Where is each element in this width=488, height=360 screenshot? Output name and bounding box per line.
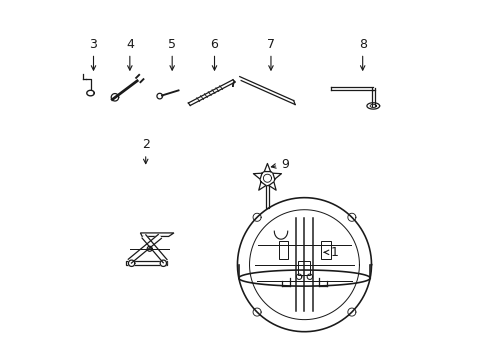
Polygon shape	[147, 246, 152, 251]
Polygon shape	[258, 182, 265, 190]
Polygon shape	[128, 235, 161, 263]
Polygon shape	[140, 233, 174, 237]
Text: 5: 5	[168, 38, 176, 70]
Text: 1: 1	[324, 246, 338, 259]
Text: 4: 4	[125, 38, 134, 70]
Polygon shape	[253, 213, 261, 221]
Polygon shape	[279, 240, 288, 259]
Polygon shape	[260, 171, 274, 186]
Text: 2: 2	[142, 138, 149, 164]
Polygon shape	[264, 163, 270, 172]
Polygon shape	[142, 235, 167, 263]
FancyBboxPatch shape	[126, 261, 166, 265]
Polygon shape	[253, 308, 261, 316]
Text: 7: 7	[266, 38, 274, 70]
Polygon shape	[160, 260, 166, 266]
Text: 8: 8	[358, 38, 366, 70]
Polygon shape	[128, 260, 135, 266]
Polygon shape	[297, 261, 309, 275]
Polygon shape	[321, 240, 330, 259]
Polygon shape	[366, 103, 379, 109]
Text: 3: 3	[89, 38, 97, 70]
Text: 6: 6	[210, 38, 218, 70]
Polygon shape	[347, 308, 355, 316]
Text: 9: 9	[271, 158, 288, 171]
Polygon shape	[253, 173, 262, 179]
Polygon shape	[272, 173, 281, 179]
Polygon shape	[347, 213, 355, 221]
Polygon shape	[268, 182, 276, 190]
